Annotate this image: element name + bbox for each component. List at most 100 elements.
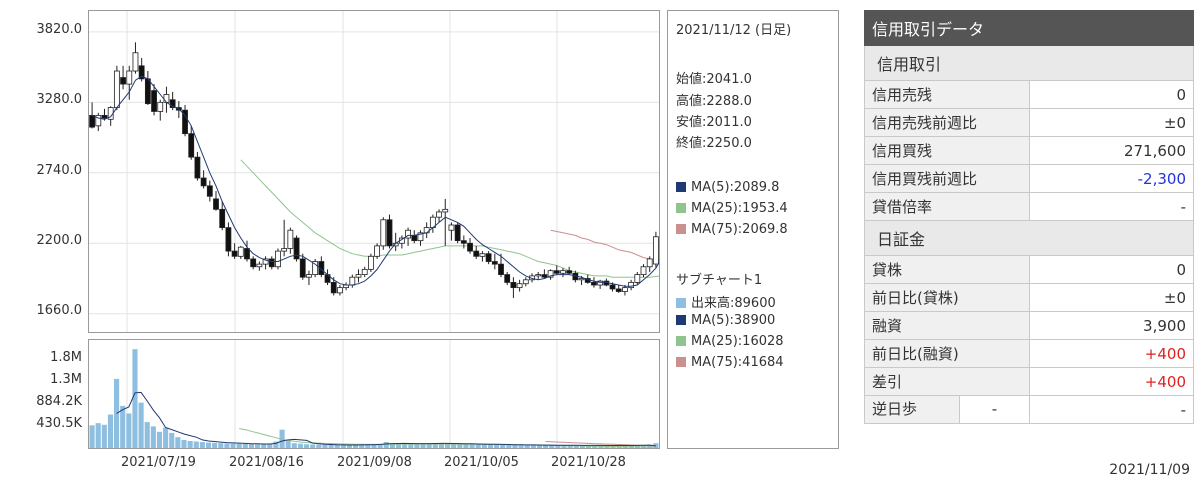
volume-tick-label: 1.8M: [50, 350, 82, 365]
info-close: 終値:2250.0: [676, 136, 752, 151]
candle-body: [491, 261, 498, 265]
volume-bar: [279, 429, 285, 448]
row-label: 融資: [864, 311, 1030, 340]
price-chart[interactable]: [88, 10, 660, 333]
row-value: -: [1029, 192, 1194, 221]
volume-bar: [346, 445, 353, 448]
y-tick-label: 2200.0: [36, 233, 83, 248]
candle-body: [634, 274, 641, 283]
y-tick-label: 3280.0: [36, 92, 83, 107]
volume-bar: [432, 443, 438, 448]
row-label: 貸株: [864, 255, 1030, 284]
volume-bar: [101, 424, 107, 448]
candle-body: [615, 288, 622, 292]
volume-bar: [297, 443, 304, 448]
candle-body: [498, 263, 504, 275]
volume-bar: [494, 444, 500, 448]
candle-body: [237, 246, 244, 257]
legend-ma75: MA(75):2069.8: [676, 222, 788, 237]
candle-body: [560, 270, 566, 274]
volume-tick-label: 884.2K: [36, 394, 82, 409]
volume-bar: [414, 443, 420, 448]
candle-body: [95, 114, 102, 127]
candle-body: [120, 77, 126, 85]
row-value-positive: +400: [1029, 367, 1194, 396]
candle-body: [504, 274, 511, 283]
candle-body: [541, 274, 548, 278]
candle-body: [411, 235, 418, 242]
candle-body: [318, 261, 325, 275]
candle-body: [151, 90, 157, 112]
volume-bar: [150, 426, 156, 448]
volume-bar: [438, 443, 444, 448]
candle-body: [442, 208, 449, 213]
volume-bar: [120, 405, 126, 448]
ma25-swatch: [676, 203, 686, 213]
candle-body: [188, 133, 195, 158]
volume-bar: [426, 443, 432, 448]
volume-bar: [138, 402, 144, 448]
candle-body: [213, 198, 219, 210]
row-value: 0: [1029, 255, 1194, 284]
candle-body: [448, 224, 455, 231]
volume-bar: [359, 444, 365, 448]
candle-body: [256, 263, 263, 268]
y-tick-label: 3820.0: [36, 22, 83, 37]
credit-data-table: 信用取引データ 信用取引 信用売残 0 信用売残前週比 ±0 信用買残 271,600…: [864, 10, 1194, 424]
volume-bar: [218, 443, 224, 448]
row-label-text: 逆日歩: [865, 396, 960, 423]
y-tick-label: 2740.0: [36, 163, 83, 178]
candle-body: [163, 94, 170, 103]
row-label: 差引: [864, 367, 1030, 396]
volume-bar: [469, 444, 475, 448]
candle-body: [516, 283, 523, 289]
candle-body: [566, 270, 573, 274]
candle-body: [591, 282, 597, 286]
candle-body: [126, 70, 133, 85]
volume-bar: [334, 444, 340, 448]
volume-bar: [242, 443, 248, 448]
volume-bar: [304, 444, 310, 448]
candle-body: [467, 242, 473, 252]
ma75-swatch: [676, 224, 686, 234]
volume-bar: [585, 445, 592, 448]
volume-chart[interactable]: [88, 339, 660, 449]
volume-bar: [181, 439, 187, 448]
volume-bar: [236, 443, 242, 448]
legend-sub-ma25: MA(25):16028: [676, 334, 784, 349]
candle-body: [244, 248, 250, 260]
volume-bar: [230, 443, 236, 448]
row-label: 貸借倍率: [864, 192, 1030, 221]
volume-bar: [512, 444, 518, 448]
legend-ma25: MA(25):1953.4: [676, 201, 788, 216]
candle-body: [454, 224, 461, 242]
candle-body: [194, 156, 201, 179]
section-margin-trading: 信用取引: [864, 45, 1194, 81]
volume-bar: [175, 437, 181, 448]
candle-body: [306, 274, 312, 278]
candle-body: [578, 278, 585, 281]
volume-bar: [322, 444, 328, 448]
row-value: 271,600: [1029, 136, 1194, 165]
candle-body: [436, 211, 442, 218]
candle-body: [405, 229, 411, 239]
candle-body: [299, 258, 306, 278]
table-row: 逆日歩 - -: [864, 395, 1194, 424]
candle-body: [225, 227, 232, 252]
candle-body: [479, 253, 486, 257]
volume-bar: [383, 442, 389, 448]
section-jsf: 日証金: [864, 220, 1194, 256]
legend-ma25-text: MA(25):1953.4: [691, 201, 788, 216]
ma5-swatch: [676, 182, 686, 192]
sub-ma75-swatch: [676, 357, 686, 367]
candle-body: [250, 258, 257, 268]
candle-body: [200, 177, 207, 187]
candle-body: [386, 219, 393, 247]
table-row: 前日比(融資) +400: [864, 339, 1194, 368]
candle-body: [330, 282, 337, 294]
volume-bar: [254, 444, 261, 448]
candle-body: [101, 114, 108, 119]
candle-body: [293, 237, 300, 260]
row-value: 3,900: [1029, 311, 1194, 340]
candle-body: [380, 219, 387, 247]
